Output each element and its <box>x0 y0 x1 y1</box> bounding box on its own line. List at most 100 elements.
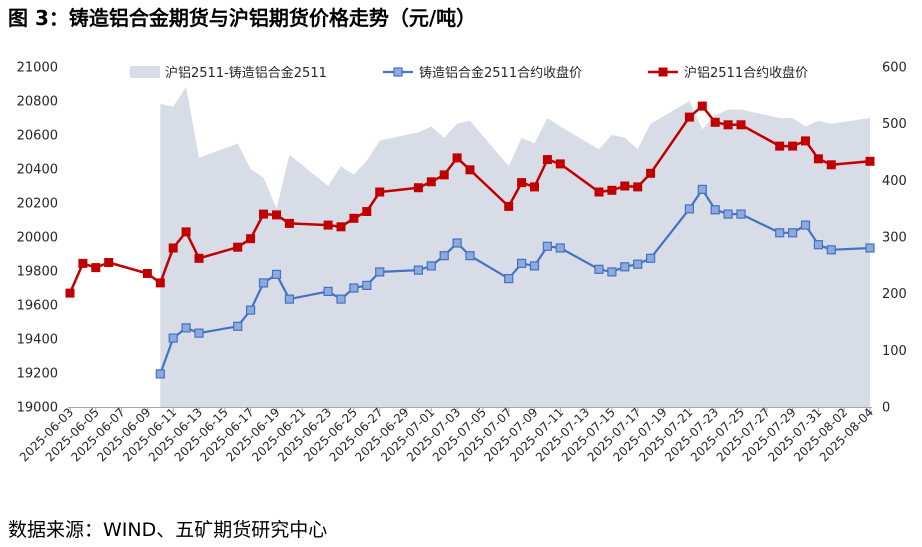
casting-alloy-close-point <box>284 294 294 304</box>
legend-label-aluminum: 沪铝2511合约收盘价 <box>684 65 808 81</box>
aluminum-close-point <box>736 120 746 130</box>
legend: 沪铝2511-铸造铝合金2511 铸造铝合金2511合约收盘价 沪铝2511合约… <box>130 65 808 81</box>
legend-label-spread: 沪铝2511-铸造铝合金2511 <box>165 65 327 81</box>
aluminum-close-point <box>813 154 823 164</box>
casting-alloy-close-point <box>800 220 811 230</box>
casting-alloy-close-point <box>194 328 204 338</box>
aluminum-close-point <box>155 278 165 288</box>
y-left-tick-label: 20000 <box>17 231 58 246</box>
aluminum-close-point <box>362 207 372 216</box>
casting-alloy-close-point <box>246 305 256 315</box>
series-points-layer <box>65 101 875 379</box>
y-left-tick-label: 20800 <box>17 95 58 110</box>
aluminum-close-point <box>607 185 617 195</box>
casting-alloy-close-point <box>362 280 372 290</box>
aluminum-close-point <box>530 182 539 192</box>
y-right-tick-label: 100 <box>882 344 907 359</box>
y-left-tick-label: 19600 <box>17 299 58 314</box>
casting-alloy-close-point <box>181 323 191 333</box>
casting-alloy-close-point <box>684 204 695 214</box>
aluminum-close-point <box>194 253 204 263</box>
legend-marker-aluminum <box>658 67 668 77</box>
casting-alloy-close-point <box>155 369 165 379</box>
casting-alloy-close-point <box>710 205 720 215</box>
y-right-tick-label: 0 <box>882 401 890 416</box>
aluminum-close-point <box>439 170 449 180</box>
y-left-tick-label: 20200 <box>17 197 58 212</box>
y-left-tick-label: 20600 <box>17 129 58 144</box>
casting-alloy-close-point <box>555 243 565 253</box>
casting-alloy-close-point <box>375 267 385 277</box>
legend-item-casting-alloy: 铸造铝合金2511合约收盘价 <box>383 65 582 81</box>
casting-alloy-close-point <box>413 265 423 275</box>
aluminum-close-point <box>181 227 191 237</box>
aluminum-close-point <box>259 209 268 219</box>
aluminum-close-point <box>272 210 281 220</box>
aluminum-close-point <box>78 258 88 268</box>
aluminum-close-point <box>323 220 333 230</box>
casting-alloy-close-point <box>452 238 462 248</box>
casting-alloy-close-point <box>233 321 243 331</box>
legend-label-casting-alloy: 铸造铝合金2511合约收盘价 <box>419 65 582 81</box>
spread-area-layer <box>160 86 871 408</box>
casting-alloy-close-point <box>439 251 449 261</box>
legend-item-spread: 沪铝2511-铸造铝合金2511 <box>130 65 327 81</box>
y-right-tick-label: 200 <box>882 287 907 302</box>
legend-marker-casting-alloy <box>393 67 403 77</box>
legend-item-aluminum: 沪铝2511合约收盘价 <box>648 65 808 81</box>
aluminum-close-point <box>336 222 346 232</box>
casting-alloy-close-line <box>159 188 871 375</box>
aluminum-close-point <box>594 187 604 197</box>
aluminum-close-point <box>413 183 423 193</box>
data-source-note: 数据来源：WIND、五矿期货研究中心 <box>8 519 328 541</box>
aluminum-close-point <box>452 153 462 163</box>
casting-alloy-close-point <box>813 240 824 250</box>
casting-alloy-close-point <box>323 286 333 296</box>
casting-alloy-close-point <box>607 267 617 277</box>
y-right-tick-label: 300 <box>882 231 907 246</box>
aluminum-close-point <box>504 201 514 211</box>
casting-alloy-close-point <box>336 294 346 304</box>
casting-alloy-close-point <box>826 245 836 255</box>
aluminum-close-point <box>284 218 294 228</box>
y-right-tick-label: 400 <box>882 174 907 189</box>
aluminum-close-point <box>542 155 552 165</box>
casting-alloy-close-point <box>736 209 746 219</box>
axes-layer <box>68 407 872 412</box>
aluminum-close-point <box>697 101 707 111</box>
casting-alloy-close-point <box>168 333 178 343</box>
casting-alloy-close-point <box>516 258 527 268</box>
aluminum-close-point <box>710 117 720 127</box>
casting-alloy-close-point <box>633 259 643 269</box>
aluminum-close-point <box>723 120 733 130</box>
aluminum-close-point <box>555 159 565 169</box>
aluminum-close-point <box>465 165 475 175</box>
casting-alloy-close-point <box>775 228 785 238</box>
aluminum-close-point <box>65 288 75 298</box>
casting-alloy-close-point <box>620 262 630 272</box>
aluminum-close-point <box>633 182 643 192</box>
price-chart: 2025-06-032025-06-052025-06-072025-06-09… <box>17 61 907 465</box>
casting-alloy-close-point <box>349 283 359 293</box>
casting-alloy-close-point <box>426 261 436 271</box>
aluminum-close-point <box>375 187 385 197</box>
aluminum-close-point <box>246 234 256 244</box>
casting-alloy-close-point <box>542 241 553 251</box>
y-left-tick-label: 20400 <box>17 163 58 178</box>
aluminum-close-point <box>517 178 527 188</box>
aluminum-close-point <box>426 177 436 187</box>
legend-swatch-spread <box>130 66 160 78</box>
casting-alloy-close-point <box>645 253 656 263</box>
casting-alloy-close-point <box>529 261 540 271</box>
y-left-tick-label: 21000 <box>17 61 58 76</box>
figure-title: 图 3：铸造铝合金期货与沪铝期货价格走势（元/吨） <box>8 6 477 30</box>
casting-alloy-close-point <box>271 269 282 279</box>
aluminum-close-point <box>620 181 630 191</box>
aluminum-close-point <box>684 112 694 122</box>
casting-alloy-close-point <box>594 264 604 274</box>
casting-alloy-close-point <box>504 274 514 284</box>
spread-area <box>160 86 871 408</box>
aluminum-close-point <box>775 141 785 151</box>
casting-alloy-close-point <box>865 243 875 253</box>
aluminum-close-point <box>104 258 114 267</box>
